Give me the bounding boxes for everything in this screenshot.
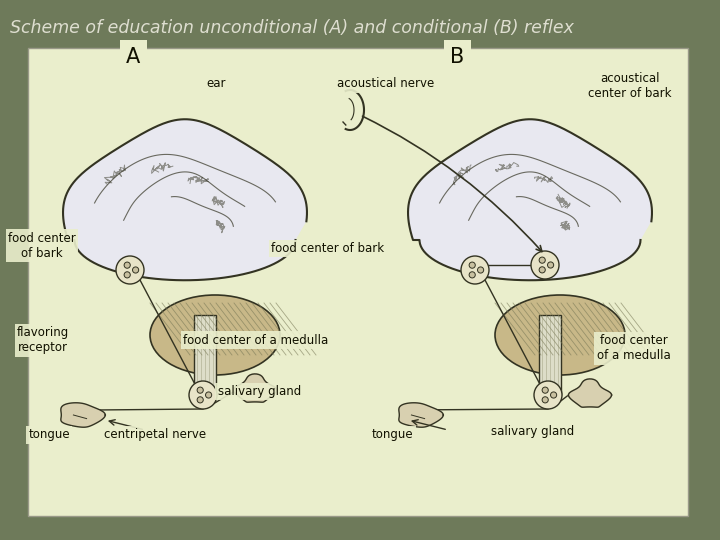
FancyBboxPatch shape [539, 315, 561, 395]
Polygon shape [63, 119, 307, 280]
Circle shape [124, 262, 130, 268]
Circle shape [116, 256, 144, 284]
Text: food center of bark: food center of bark [271, 242, 384, 255]
Text: salivary gland: salivary gland [491, 426, 575, 438]
Circle shape [469, 272, 475, 278]
Text: acoustical
center of bark: acoustical center of bark [588, 72, 672, 100]
Circle shape [461, 256, 489, 284]
Text: tongue: tongue [372, 428, 413, 441]
Polygon shape [60, 403, 105, 427]
Circle shape [469, 262, 475, 268]
Polygon shape [399, 403, 444, 427]
Text: centripetal nerve: centripetal nerve [104, 428, 206, 441]
Ellipse shape [150, 295, 280, 375]
Polygon shape [233, 374, 276, 402]
FancyBboxPatch shape [28, 48, 688, 516]
Circle shape [132, 267, 139, 273]
Text: A: A [126, 46, 140, 67]
Circle shape [189, 381, 217, 409]
Text: food center
of a medulla: food center of a medulla [597, 334, 670, 362]
Ellipse shape [495, 295, 625, 375]
Text: flavoring
receptor: flavoring receptor [17, 326, 69, 354]
Text: salivary gland: salivary gland [217, 385, 301, 398]
Circle shape [542, 397, 549, 403]
Text: Scheme of education unconditional (A) and conditional (B) reflex: Scheme of education unconditional (A) an… [10, 19, 574, 37]
Circle shape [547, 262, 554, 268]
Circle shape [539, 257, 545, 263]
Text: ear: ear [206, 77, 226, 90]
FancyBboxPatch shape [194, 315, 216, 395]
Circle shape [531, 251, 559, 279]
Circle shape [542, 387, 549, 393]
Circle shape [534, 381, 562, 409]
Text: acoustical nerve: acoustical nerve [336, 77, 434, 90]
Circle shape [539, 267, 545, 273]
Circle shape [477, 267, 484, 273]
Text: tongue: tongue [28, 428, 70, 441]
Polygon shape [408, 119, 652, 280]
Circle shape [551, 392, 557, 398]
Text: B: B [450, 46, 464, 67]
Circle shape [197, 397, 203, 403]
Circle shape [205, 392, 212, 398]
Circle shape [124, 272, 130, 278]
Text: food center
of bark: food center of bark [8, 232, 76, 260]
Circle shape [197, 387, 203, 393]
Text: food center of a medulla: food center of a medulla [183, 334, 328, 347]
Polygon shape [569, 379, 611, 407]
